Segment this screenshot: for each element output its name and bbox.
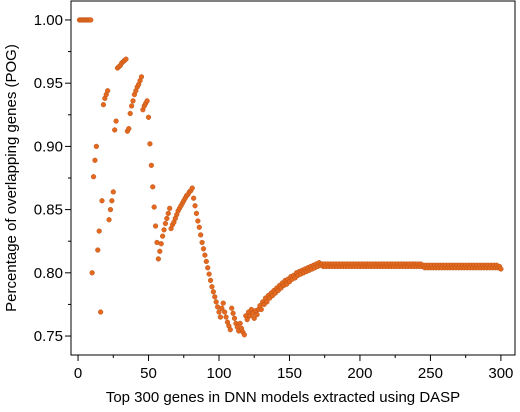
data-point xyxy=(152,223,159,229)
y-tick-label: 0.90 xyxy=(34,138,63,155)
data-point xyxy=(92,157,98,163)
y-tick-label: 0.85 xyxy=(34,202,63,219)
data-point xyxy=(129,103,135,109)
data-point xyxy=(244,317,250,323)
y-tick-label: 0.75 xyxy=(34,328,63,345)
data-point xyxy=(150,184,156,190)
data-point xyxy=(212,294,218,300)
data-point xyxy=(158,241,164,247)
data-point xyxy=(220,300,226,306)
data-point xyxy=(192,203,198,209)
x-tick-label: 100 xyxy=(206,365,231,382)
data-point xyxy=(109,198,115,204)
data-point xyxy=(88,17,94,23)
data-point xyxy=(155,256,161,262)
data-point xyxy=(161,227,167,233)
data-point xyxy=(227,327,233,333)
data-point xyxy=(213,299,219,305)
data-point xyxy=(199,239,205,246)
data-point xyxy=(230,310,236,316)
data-point xyxy=(216,309,222,315)
data-point xyxy=(126,126,132,132)
data-point xyxy=(222,309,228,315)
data-point xyxy=(96,228,102,234)
data-point xyxy=(167,205,173,211)
data-point xyxy=(258,306,264,313)
x-tick-label: 150 xyxy=(277,365,302,382)
data-point xyxy=(123,56,129,62)
y-axis-ticks: 0.75 0.80 0.85 0.90 0.95 1.00 xyxy=(34,12,71,345)
data-point xyxy=(145,114,152,120)
y-tick-label: 1.00 xyxy=(34,12,63,29)
data-point xyxy=(198,232,204,238)
x-axis-ticks: 0 50 100 150 200 250 300 xyxy=(74,355,513,382)
data-point xyxy=(195,218,201,224)
plot-frame xyxy=(70,0,516,356)
x-tick-label: 50 xyxy=(140,365,157,382)
x-tick-label: 200 xyxy=(347,365,372,382)
data-point xyxy=(100,102,107,108)
x-tick-label: 250 xyxy=(418,365,443,382)
data-point xyxy=(205,265,211,271)
data-point xyxy=(202,252,208,258)
data-point xyxy=(106,217,112,223)
data-point xyxy=(93,143,99,149)
y-tick-label: 0.80 xyxy=(34,265,63,282)
data-point xyxy=(97,309,104,315)
data-points xyxy=(76,17,504,338)
data-point xyxy=(193,210,200,217)
data-point xyxy=(162,220,169,227)
data-point xyxy=(219,305,225,311)
data-point xyxy=(89,270,95,276)
data-point xyxy=(138,74,145,80)
data-point xyxy=(229,305,235,311)
data-point xyxy=(189,185,195,191)
data-point xyxy=(191,195,197,201)
x-tick-label: 300 xyxy=(488,365,513,382)
data-point xyxy=(130,98,136,104)
data-point xyxy=(148,162,154,168)
data-point xyxy=(196,224,202,230)
data-point xyxy=(223,314,229,320)
data-point xyxy=(241,332,247,338)
y-axis-title: Percentage of overlapping genes (POG) xyxy=(3,44,20,312)
data-point xyxy=(231,315,238,321)
data-point xyxy=(107,207,114,213)
x-axis-title: Top 300 genes in DNN models extracted us… xyxy=(106,389,460,406)
data-point xyxy=(200,246,207,252)
x-tick-label: 0 xyxy=(74,365,82,382)
data-point xyxy=(203,258,209,265)
data-point xyxy=(105,88,111,94)
data-point xyxy=(209,284,215,290)
data-point xyxy=(251,315,257,321)
data-point xyxy=(237,320,243,326)
data-point xyxy=(206,271,212,277)
data-point xyxy=(90,174,97,180)
data-point xyxy=(217,314,224,320)
data-point xyxy=(164,215,170,222)
data-point xyxy=(151,204,157,210)
data-point xyxy=(127,110,133,117)
data-point xyxy=(254,311,260,318)
data-point xyxy=(95,247,101,253)
data-point xyxy=(144,98,150,104)
data-point xyxy=(210,289,216,295)
data-point xyxy=(113,118,119,124)
data-point xyxy=(112,127,118,133)
data-point xyxy=(165,210,171,217)
data-point xyxy=(147,141,153,147)
data-point xyxy=(157,248,163,254)
data-point xyxy=(207,277,214,284)
data-point xyxy=(99,198,105,204)
data-point xyxy=(110,189,116,195)
data-point xyxy=(498,266,504,272)
y-tick-label: 0.95 xyxy=(34,75,63,92)
data-point xyxy=(264,299,270,305)
data-point xyxy=(160,233,166,239)
